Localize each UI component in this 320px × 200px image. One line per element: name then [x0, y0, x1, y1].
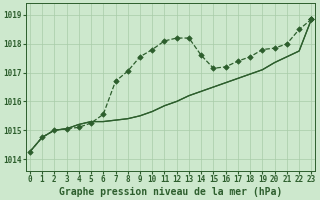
X-axis label: Graphe pression niveau de la mer (hPa): Graphe pression niveau de la mer (hPa): [59, 186, 282, 197]
